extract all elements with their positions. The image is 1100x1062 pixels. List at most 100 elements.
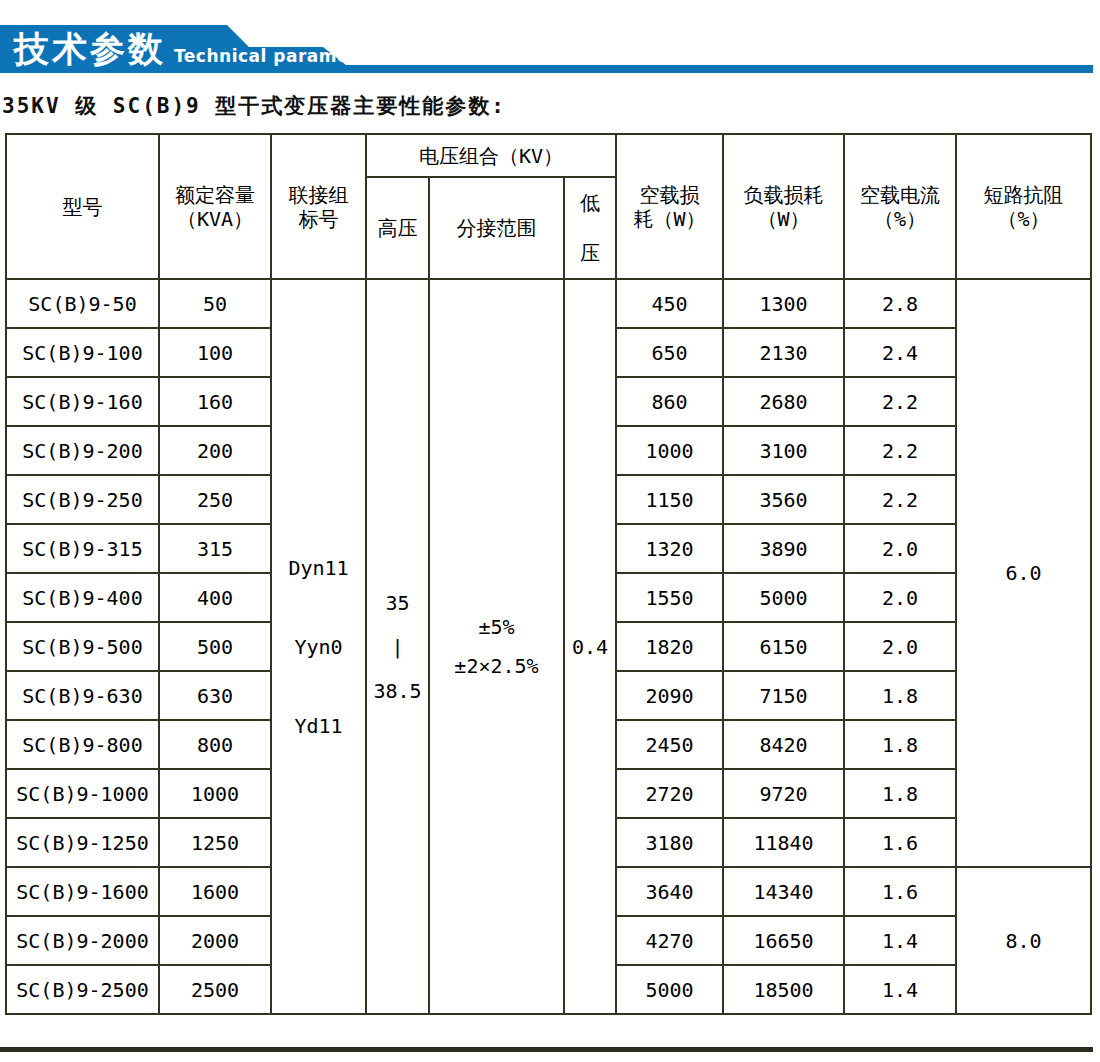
impedance-cell: 8.0 [956,867,1091,1014]
capacity-cell: 1000 [159,769,271,818]
load-loss-cell: 11840 [723,818,844,867]
capacity-cell: 250 [159,475,271,524]
no-load-current-cell: 1.4 [844,965,956,1014]
model-cell: SC(B)9-200 [6,426,159,475]
capacity-cell: 1600 [159,867,271,916]
load-loss-cell: 3560 [723,475,844,524]
load-loss-cell: 6150 [723,622,844,671]
model-cell: SC(B)9-2000 [6,916,159,965]
no-load-current-cell: 2.0 [844,524,956,573]
header-tap-range: 分接范围 [429,177,564,279]
impedance-cell: 6.0 [956,279,1091,867]
no-load-current-cell: 1.8 [844,671,956,720]
hv-line: 38.5 [373,679,421,703]
capacity-cell: 630 [159,671,271,720]
load-loss-cell: 5000 [723,573,844,622]
no-load-current-cell: 2.2 [844,377,956,426]
model-cell: SC(B)9-1250 [6,818,159,867]
no-load-loss-cell: 1000 [616,426,723,475]
tap-line: ±2×2.5% [454,654,538,678]
hv-cell: 35 | 38.5 [366,279,429,1014]
load-loss-cell: 9720 [723,769,844,818]
no-load-current-cell: 2.0 [844,622,956,671]
no-load-loss-cell: 3180 [616,818,723,867]
load-loss-cell: 8420 [723,720,844,769]
load-loss-cell: 18500 [723,965,844,1014]
no-load-loss-cell: 1820 [616,622,723,671]
header-lv: 低 压 [564,177,616,279]
header-capacity: 额定容量 （KVA） [159,134,271,279]
load-loss-cell: 3100 [723,426,844,475]
model-cell: SC(B)9-160 [6,377,159,426]
model-cell: SC(B)9-315 [6,524,159,573]
lv-cell: 0.4 [564,279,616,1014]
no-load-loss-cell: 860 [616,377,723,426]
model-cell: SC(B)9-630 [6,671,159,720]
no-load-loss-cell: 1550 [616,573,723,622]
capacity-cell: 200 [159,426,271,475]
model-cell: SC(B)9-1000 [6,769,159,818]
table-bottom-rule [0,1047,1093,1052]
load-loss-cell: 14340 [723,867,844,916]
connection-label: Dyn11 [288,556,348,580]
model-cell: SC(B)9-100 [6,328,159,377]
no-load-current-cell: 2.0 [844,573,956,622]
model-cell: SC(B)9-250 [6,475,159,524]
no-load-loss-cell: 1320 [616,524,723,573]
banner-title: 技术参数 [14,30,166,69]
connection-label: Yyn0 [294,635,342,659]
header-row-1: 型号 额定容量 （KVA） 联接组 标号 电压组合（KV） 空载损 耗（W） 负… [6,134,1091,177]
no-load-current-cell: 2.2 [844,426,956,475]
banner-subtitle: Technical parameter [174,46,379,66]
capacity-cell: 160 [159,377,271,426]
header-impedance: 短路抗阻 （%） [956,134,1091,279]
capacity-cell: 2500 [159,965,271,1014]
model-cell: SC(B)9-500 [6,622,159,671]
no-load-loss-cell: 2450 [616,720,723,769]
capacity-cell: 100 [159,328,271,377]
capacity-cell: 400 [159,573,271,622]
model-cell: SC(B)9-2500 [6,965,159,1014]
model-cell: SC(B)9-50 [6,279,159,328]
page-title: 35KV 级 SC(B)9 型干式变压器主要性能参数: [2,92,506,120]
capacity-cell: 800 [159,720,271,769]
tap-line: ±5% [478,615,514,639]
no-load-loss-cell: 3640 [616,867,723,916]
no-load-current-cell: 2.4 [844,328,956,377]
model-cell: SC(B)9-1600 [6,867,159,916]
load-loss-cell: 16650 [723,916,844,965]
no-load-current-cell: 1.8 [844,769,956,818]
load-loss-cell: 2680 [723,377,844,426]
capacity-cell: 50 [159,279,271,328]
capacity-cell: 500 [159,622,271,671]
no-load-loss-cell: 4270 [616,916,723,965]
no-load-loss-cell: 2720 [616,769,723,818]
header-voltage-combo: 电压组合（KV） [366,134,616,177]
no-load-current-cell: 2.2 [844,475,956,524]
model-cell: SC(B)9-400 [6,573,159,622]
connection-label: Yd11 [294,714,342,738]
connection-group-cell: Dyn11 Yyn0 Yd11 [271,279,366,1014]
no-load-current-cell: 2.8 [844,279,956,328]
parameters-table: 型号 额定容量 （KVA） 联接组 标号 电压组合（KV） 空载损 耗（W） 负… [5,133,1092,1015]
page: 技术参数 Technical parameter 35KV 级 SC(B)9 型… [0,0,1100,1062]
header-no-load-loss: 空载损 耗（W） [616,134,723,279]
no-load-loss-cell: 1150 [616,475,723,524]
capacity-cell: 2000 [159,916,271,965]
tap-range-cell: ±5% ±2×2.5% [429,279,564,1014]
load-loss-cell: 3890 [723,524,844,573]
no-load-current-cell: 1.6 [844,867,956,916]
no-load-loss-cell: 450 [616,279,723,328]
no-load-loss-cell: 5000 [616,965,723,1014]
header-load-loss: 负载损耗 （W） [723,134,844,279]
no-load-current-cell: 1.4 [844,916,956,965]
header-no-load-current: 空载电流 （%） [844,134,956,279]
header-model: 型号 [6,134,159,279]
load-loss-cell: 7150 [723,671,844,720]
table-row: SC(B)9-50 50 Dyn11 Yyn0 Yd11 35 | 38.5 [6,279,1091,328]
no-load-loss-cell: 650 [616,328,723,377]
load-loss-cell: 1300 [723,279,844,328]
capacity-cell: 1250 [159,818,271,867]
load-loss-cell: 2130 [723,328,844,377]
capacity-cell: 315 [159,524,271,573]
